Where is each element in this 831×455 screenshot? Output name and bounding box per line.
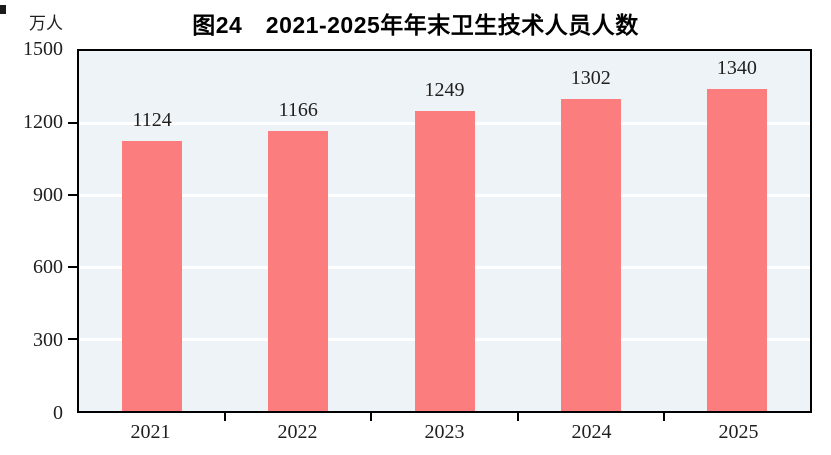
bar-value-label: 1302: [570, 66, 611, 89]
x-tick-label: 2021: [130, 421, 171, 443]
x-tick-mark: [662, 413, 665, 421]
y-tick-label: 600: [33, 256, 63, 279]
x-tick-mark: [516, 413, 519, 421]
y-tick-label: 1500: [23, 38, 63, 60]
x-tick-label: 2023: [424, 421, 465, 443]
y-tick-label: 1200: [23, 110, 63, 133]
y-tick-mark: [68, 266, 77, 268]
bar-2023: [414, 111, 475, 411]
x-tick-label: 2022: [277, 421, 318, 443]
y-tick-mark: [68, 338, 77, 340]
chart-title: 图24 2021-2025年年末卫生技术人员人数: [192, 12, 639, 38]
left-edge-artifact: [0, 5, 6, 14]
y-axis-unit-label: 万人: [29, 14, 63, 33]
bar-value-label: 1249: [424, 79, 465, 102]
y-tick-label: 300: [33, 329, 63, 352]
x-axis-tick-labels: 2021 2022 2023 2024 2025: [77, 421, 812, 443]
bar-2022: [268, 131, 329, 411]
plot-area-inner: 1124 1166 1249 1302 1340: [68, 51, 810, 421]
bar-value-label: 1166: [278, 99, 318, 122]
y-tick-label: 900: [33, 183, 63, 206]
bar-2021: [122, 141, 183, 411]
x-tick-mark: [224, 413, 227, 421]
x-tick-label: 2024: [571, 421, 612, 443]
bar-value-label: 1340: [716, 57, 757, 80]
bar-2024: [560, 98, 621, 411]
y-tick-label: 0: [53, 402, 63, 424]
bar-2025: [706, 89, 767, 411]
x-tick-mark: [370, 413, 373, 421]
plot-area: 1124 1166 1249 1302 1340: [68, 49, 812, 421]
bar-value-label: 1124: [132, 109, 172, 132]
x-tick-label: 2025: [718, 421, 759, 443]
y-tick-mark: [68, 194, 77, 196]
y-tick-mark: [68, 122, 77, 124]
